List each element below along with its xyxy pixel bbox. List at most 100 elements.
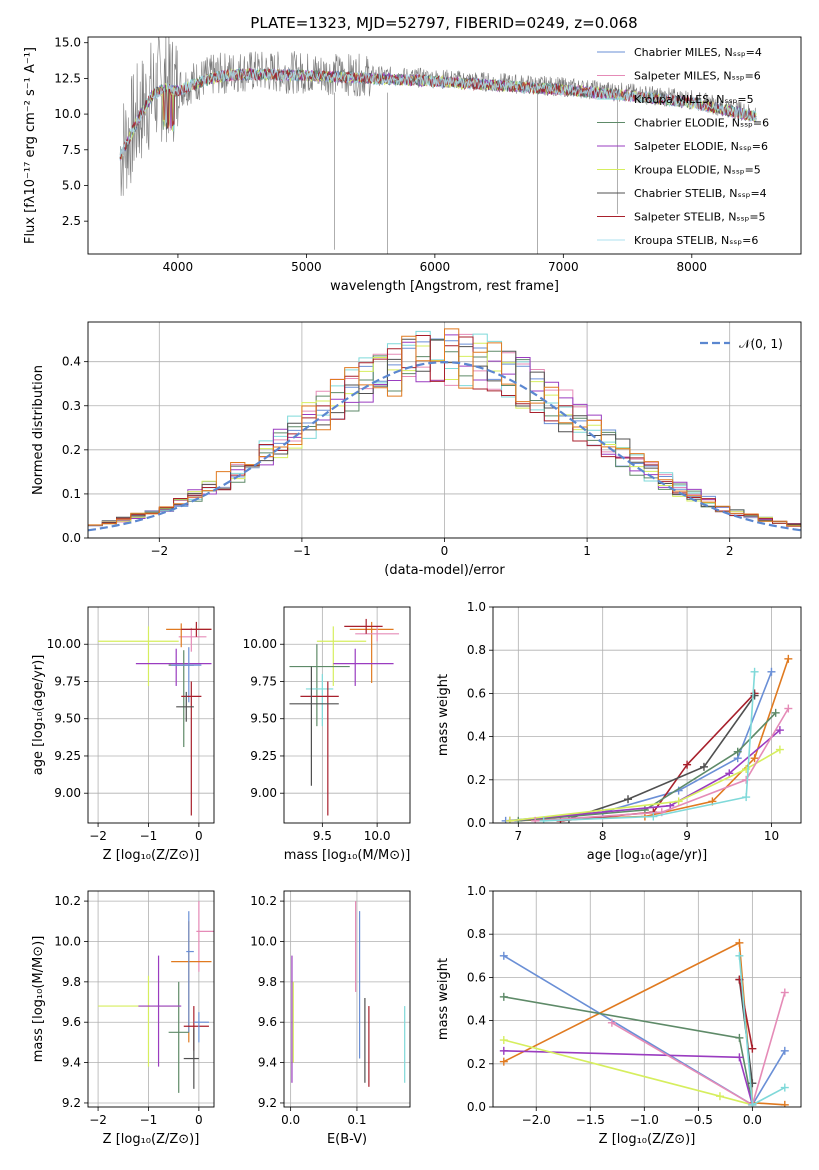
x-tick-label: 10.0 (364, 829, 391, 843)
x-axis-label: (data-model)/error (384, 563, 505, 578)
axes-frame (283, 606, 411, 824)
weight-line (543, 671, 756, 822)
legend-label: Kroupa STELIB, Nₛₛₚ=6 (634, 234, 758, 247)
y-tick-label: 0.8 (467, 643, 486, 657)
x-tick-label: −0.5 (684, 1113, 713, 1127)
legend-label: Kroupa ELODIE, Nₛₛₚ=5 (634, 164, 761, 177)
y-tick-label: 1.0 (467, 600, 486, 614)
x-axis-label: Z [log₁₀(Z/Z⊙)] (103, 848, 200, 863)
y-axis-label: mass weight (436, 674, 451, 756)
axes-frame (492, 890, 802, 1108)
y-tick-label: 10.0 (250, 934, 277, 948)
weight-line (518, 712, 777, 822)
x-tick-label: −1 (140, 829, 158, 843)
axes-frame (283, 890, 411, 1108)
y-tick-label: 9.25 (54, 749, 81, 763)
gaussian-curve (88, 360, 801, 532)
axes-mass_weight_vs_Z: −2.0 −1.5 −1.0 −0.5 0.0 0.0 0.2 0.4 0.6 0.8 1.0 Z [… (436, 884, 802, 1147)
legend-label: Salpeter MILES, Nₛₛₚ=6 (634, 70, 761, 83)
y-tick-label: 12.5 (54, 71, 81, 85)
axes-frame (87, 321, 802, 539)
y-tick-label: 10.0 (54, 107, 81, 121)
y-tick-label: 15.0 (54, 36, 81, 50)
x-tick-label: 1 (583, 544, 591, 558)
x-tick-label: 0 (441, 544, 449, 558)
y-tick-label: 0.1 (62, 487, 81, 501)
legend-label: Salpeter STELIB, Nₛₛₚ=5 (634, 211, 766, 224)
x-tick-label: 6000 (420, 260, 451, 274)
weight-line (503, 1039, 753, 1106)
x-tick-label: 7 (514, 829, 522, 843)
y-tick-label: 0.4 (467, 1014, 486, 1028)
weight-line (738, 979, 754, 1049)
y-tick-label: 9.4 (258, 1056, 277, 1070)
x-tick-label: 0 (195, 1113, 203, 1127)
y-tick-label: 0.3 (62, 399, 81, 413)
y-tick-label: 10.2 (250, 894, 277, 908)
weight-line (503, 996, 754, 1105)
axes-age_vs_mass: 9.5 10.0 9.00 9.25 9.50 9.75 10.00 mass [log₁₀(… (243, 606, 411, 863)
plot-area (119, 37, 757, 254)
histogram-step (88, 328, 801, 527)
x-tick-label: −2 (89, 829, 107, 843)
axes-frame (87, 606, 215, 824)
weight-line (509, 729, 781, 822)
plot-area (493, 891, 801, 1107)
axes-frame (492, 606, 802, 824)
y-tick-label: 0.0 (467, 1100, 486, 1114)
x-tick-label: 5000 (291, 260, 322, 274)
y-tick-label: 9.2 (62, 1096, 81, 1110)
y-tick-label: 9.75 (54, 674, 81, 688)
legend-label: Kroupa MILES, Nₛₛₚ=5 (634, 93, 754, 106)
y-tick-label: 0.4 (467, 730, 486, 744)
x-tick-label: 2 (726, 544, 734, 558)
y-axis-label: mass [log₁₀(M/M⊙)] (31, 936, 46, 1063)
plot-area (284, 607, 410, 823)
y-tick-label: 9.50 (54, 712, 81, 726)
y-tick-label: 9.6 (258, 1015, 277, 1029)
y-tick-label: 9.75 (250, 674, 277, 688)
legend-label: Chabrier ELODIE, Nₛₛₚ=6 (634, 117, 769, 130)
y-tick-label: 0.2 (62, 443, 81, 457)
weight-line (503, 1050, 754, 1106)
y-tick-label: 1.0 (467, 884, 486, 898)
y-tick-label: 9.8 (62, 975, 81, 989)
y-tick-label: 0.6 (467, 686, 486, 700)
x-tick-label: −1.0 (630, 1113, 659, 1127)
x-tick-label: −2 (89, 1113, 107, 1127)
y-tick-label: 9.6 (62, 1015, 81, 1029)
y-tick-label: 9.00 (54, 786, 81, 800)
axes-mass_weight_vs_age: 7 8 9 10 0.0 0.2 0.4 0.6 0.8 1.0 age [log₁₀(age/yr… (436, 600, 802, 863)
legend-label: 𝒩(0, 1) (739, 337, 783, 351)
x-tick-label: 0.1 (347, 1113, 366, 1127)
x-tick-label: 9 (683, 829, 691, 843)
x-tick-label: 0.0 (743, 1113, 762, 1127)
weight-line (535, 708, 789, 822)
y-tick-label: 9.4 (62, 1056, 81, 1070)
x-tick-label: −1 (140, 1113, 158, 1127)
y-tick-label: 0.2 (467, 773, 486, 787)
axes-mass_vs_EBV: 0.0 0.1 9.2 9.4 9.6 9.8 10.0 10.2 E(B-V) (250, 890, 411, 1147)
plot-area (284, 891, 410, 1107)
y-tick-label: 9.25 (250, 749, 277, 763)
legend-label: Salpeter ELODIE, Nₛₛₚ=6 (634, 140, 768, 153)
x-tick-label: 7000 (548, 260, 579, 274)
y-tick-label: 0.8 (467, 927, 486, 941)
axes-frame (87, 36, 802, 255)
figure-title: PLATE=1323, MJD=52797, FIBERID=0249, z=0… (250, 14, 637, 32)
x-tick-label: 10 (764, 829, 779, 843)
x-axis-label: Z [log₁₀(Z/Z⊙)] (103, 1132, 200, 1147)
x-axis-label: mass [log₁₀(M/M⊙)] (284, 848, 411, 863)
axes-residuals: −2 −1 0 1 2 0.0 0.1 0.2 0.3 0.4 (data-model)/error… (31, 321, 802, 578)
y-axis-label: age [log₁₀(age/yr)] (31, 655, 46, 776)
y-tick-label: 9.8 (258, 975, 277, 989)
x-tick-label: 4000 (163, 260, 194, 274)
x-axis-label: age [log₁₀(age/yr)] (587, 848, 708, 863)
x-tick-label: 0.0 (281, 1113, 300, 1127)
axes-frame (87, 890, 215, 1108)
axes-mass_vs_Z: −2 −1 0 9.2 9.4 9.6 9.8 10.0 10.2 Z [log₁₀(Z/Z⊙)]… (31, 890, 215, 1147)
y-tick-label: 5.0 (62, 178, 81, 192)
x-axis-label: Z [log₁₀(Z/Z⊙)] (599, 1132, 696, 1147)
y-tick-label: 9.50 (250, 712, 277, 726)
